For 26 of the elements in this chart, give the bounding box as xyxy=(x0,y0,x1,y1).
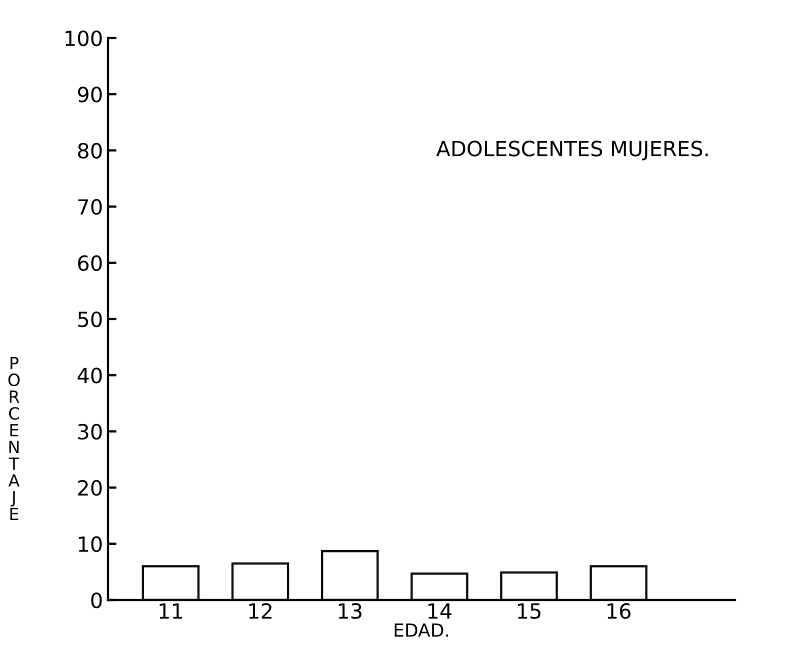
bar xyxy=(320,550,379,600)
x-tick-label: 15 xyxy=(518,603,540,619)
bar xyxy=(590,565,648,600)
bar xyxy=(410,572,468,600)
y-tick-label: 90 xyxy=(78,86,102,102)
y-tick-label: 30 xyxy=(78,424,102,440)
y-tick-label: 10 xyxy=(78,536,102,552)
text: ADOLESCENTES MUJERES. xyxy=(436,140,708,160)
x-tick-label: 14 xyxy=(428,603,452,619)
y-tick-label: 0 xyxy=(91,592,102,608)
bar xyxy=(231,562,290,600)
y-tick-label: 40 xyxy=(78,368,102,384)
y-tick-label: 50 xyxy=(78,311,102,328)
y-tick-label: 60 xyxy=(78,255,102,272)
x-axis-title: EDAD. xyxy=(394,623,448,637)
x-tick-label: 11 xyxy=(160,603,182,619)
y-tick-label: 70 xyxy=(78,199,102,215)
text: PORCENTAJE xyxy=(8,357,20,520)
bar xyxy=(500,571,558,600)
x-tick-label: 12 xyxy=(249,603,272,619)
y-tick-label: 80 xyxy=(78,142,102,159)
bar xyxy=(142,565,200,600)
x-tick-label: 13 xyxy=(338,603,362,619)
y-tick-label: 20 xyxy=(78,480,102,496)
x-tick-label: 16 xyxy=(608,603,630,619)
y-tick-label: 100 xyxy=(66,30,102,46)
